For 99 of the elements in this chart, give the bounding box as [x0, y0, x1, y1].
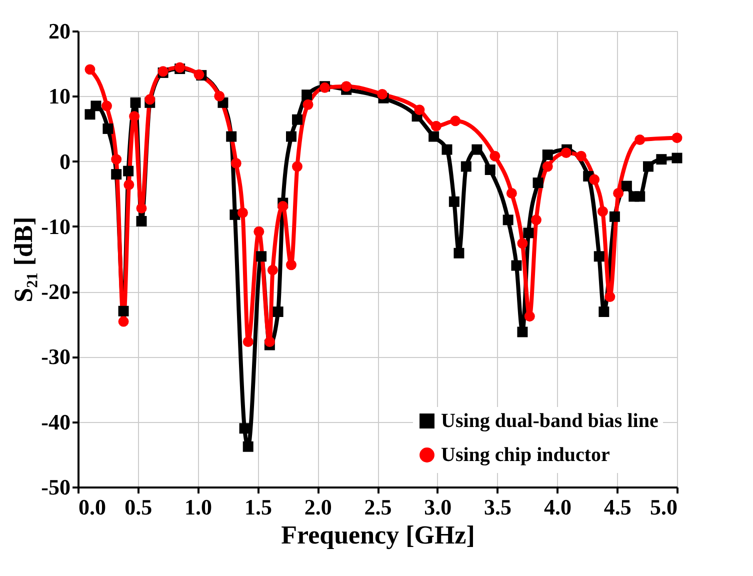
x-tick-label: 2.0: [304, 494, 332, 520]
point: [511, 260, 522, 271]
point: [102, 123, 114, 134]
point: [124, 180, 134, 190]
point: [256, 251, 267, 262]
point: [90, 100, 102, 112]
point: [302, 99, 314, 110]
point: [130, 97, 141, 108]
point: [286, 131, 296, 142]
point: [604, 292, 616, 302]
point: [532, 178, 544, 188]
x-axis-title: Frequency [GHz]: [281, 520, 475, 550]
point: [264, 336, 275, 347]
point: [613, 188, 624, 198]
x-tick-label: 1.0: [184, 494, 212, 520]
point: [237, 208, 248, 218]
x-tick-label: 3.0: [424, 494, 452, 520]
point: [589, 174, 600, 185]
y-tick-label: 0: [60, 148, 70, 174]
point: [129, 111, 140, 122]
point: [517, 326, 528, 338]
point: [267, 264, 278, 276]
point: [672, 132, 682, 144]
point: [430, 120, 442, 132]
point: [634, 134, 646, 146]
point: [194, 69, 204, 80]
x-tick-label: 1.5: [244, 494, 272, 520]
point: [242, 441, 254, 452]
y-tick-label: 20: [48, 18, 70, 44]
point: [517, 238, 528, 249]
point: [242, 336, 254, 347]
legend-label: Using chip inductor: [441, 444, 610, 466]
point: [454, 248, 464, 258]
point: [214, 90, 225, 102]
point: [84, 64, 96, 75]
point: [576, 150, 586, 162]
point: [502, 214, 514, 226]
y-tick-label: -50: [41, 474, 70, 500]
point: [472, 144, 482, 155]
point: [506, 188, 517, 198]
x-tick-label: 3.5: [484, 494, 512, 520]
legend-label: Using dual-band bias line: [441, 410, 658, 432]
point: [656, 154, 667, 165]
point: [594, 251, 604, 262]
point: [609, 211, 620, 222]
point: [560, 148, 572, 158]
point: [442, 144, 452, 155]
point: [484, 164, 496, 175]
y-tick-label: 10: [48, 84, 70, 109]
point: [144, 94, 156, 105]
y-axis-title: S₂₁ [dB]: [9, 216, 38, 302]
point: [118, 306, 129, 316]
point: [597, 206, 608, 217]
point: [111, 154, 122, 165]
point: [621, 180, 632, 192]
point: [414, 104, 425, 116]
point: [230, 158, 242, 168]
point: [542, 150, 553, 160]
y-tick-label: -10: [41, 214, 70, 239]
x-tick-label: 2.5: [364, 494, 392, 520]
point: [428, 131, 440, 142]
x-tick-label: 5.0: [650, 494, 678, 520]
point: [102, 100, 112, 112]
point: [278, 201, 288, 212]
x-tick-label: 0.0: [78, 494, 106, 520]
point: [111, 169, 122, 180]
point: [239, 423, 250, 434]
point: [226, 131, 237, 142]
point: [254, 226, 264, 237]
point: [377, 88, 388, 100]
point: [136, 202, 147, 214]
x-tick-label: 0.5: [124, 494, 152, 520]
point: [672, 152, 682, 164]
point: [118, 316, 129, 327]
x-tick-label: 4.0: [544, 494, 572, 520]
point: [542, 161, 553, 172]
point: [136, 216, 147, 226]
point: [84, 109, 96, 120]
y-tick-label: -20: [41, 279, 70, 304]
point: [302, 90, 312, 100]
point: [292, 114, 302, 125]
point: [643, 161, 654, 172]
point: [524, 311, 535, 322]
y-tick-label: -40: [41, 409, 70, 434]
point: [523, 228, 534, 238]
point: [450, 116, 461, 126]
point: [286, 260, 296, 270]
point: [530, 214, 542, 226]
x-tick-label: 4.5: [604, 494, 632, 520]
point: [598, 306, 610, 318]
point: [460, 161, 472, 172]
point: [448, 196, 460, 207]
point: [292, 161, 302, 172]
point: [634, 191, 646, 202]
point: [123, 166, 134, 176]
point: [272, 306, 284, 318]
point: [341, 81, 352, 92]
y-tick-label: -30: [41, 344, 70, 370]
point: [490, 150, 500, 162]
